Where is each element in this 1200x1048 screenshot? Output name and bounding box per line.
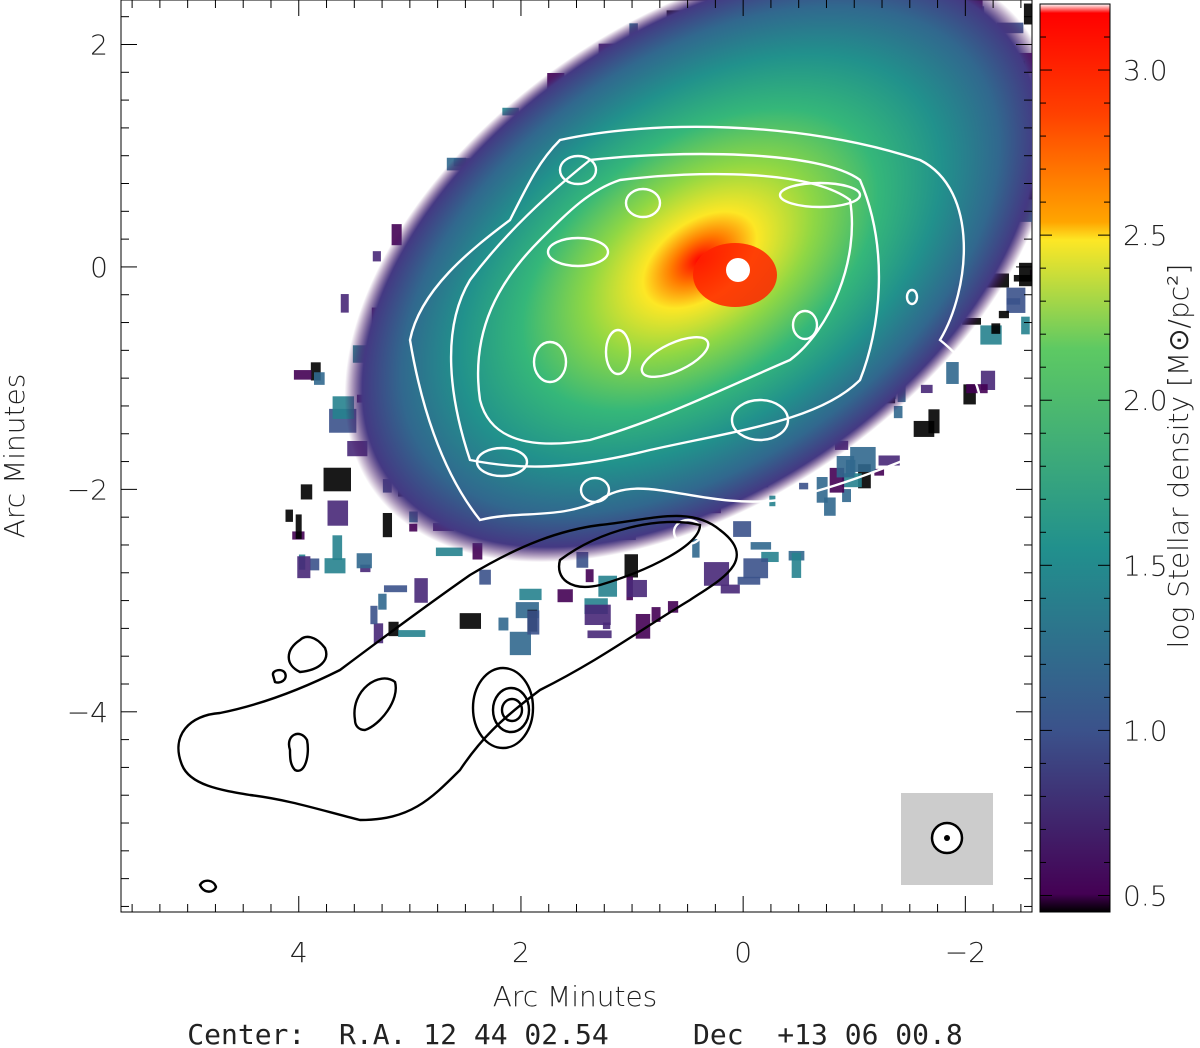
speckle [842,489,851,503]
speckle [1006,298,1021,305]
speckle [598,575,618,597]
y-axis-title: Arc Minutes [0,374,31,539]
speckle [587,630,612,639]
speckle [737,576,761,585]
speckle [313,372,325,385]
speckle [761,551,779,563]
speckle [295,514,302,539]
y-tick-label: −4 [67,696,108,729]
speckle [356,553,372,569]
density-map [177,0,1032,893]
colorbar-ticks: 0.5 1.0 1.5 2.0 2.5 3.0 [1040,36,1168,912]
colorbar-tick-label: 2.0 [1123,384,1168,417]
speckle [309,558,320,571]
speckle [720,584,740,594]
speckle [360,564,371,573]
speckle [372,251,381,262]
speckle [300,484,313,500]
speckle [527,610,540,635]
speckle [733,521,752,537]
axis-tick-labels: 4 2 0 −2 2 0 −2 −4 [67,28,986,969]
speckle [703,562,730,586]
colorbar [1039,3,1111,913]
speckle [285,509,293,522]
speckle [893,405,903,419]
speckle [576,551,589,568]
x-tick-label: 0 [734,936,752,969]
beam-inset [901,793,993,885]
speckle [928,409,940,434]
axis-ticks [121,0,1032,912]
speckle [874,468,885,476]
speckle [459,613,482,629]
speckle [743,558,769,579]
speckle [323,467,351,492]
speckle [920,384,933,394]
speckle [750,542,772,550]
speckle [991,323,1001,334]
speckle [557,589,573,603]
core-hole [726,258,750,282]
colorbar-label: log Stellar density [M⊙/pc²] [1162,264,1195,649]
speckle [585,569,594,583]
colorbar-tick-label: 3.0 [1123,54,1168,87]
speckle [332,535,343,561]
speckle [327,500,349,526]
speckle [799,482,809,490]
speckle [1019,262,1032,287]
speckle [878,455,900,466]
speckle [584,604,611,626]
speckle [373,623,384,644]
speckle [310,362,321,381]
colorbar-tick-label: 1.5 [1123,549,1168,582]
colorbar-tick-label: 2.5 [1123,219,1168,252]
speckle [791,552,802,578]
speckle [498,617,509,631]
speckle [293,370,312,380]
speckle [398,630,426,637]
speckle [382,512,393,538]
speckle [692,539,700,558]
speckle [340,294,349,313]
colorbar-tick-label: 1.0 [1123,714,1168,747]
y-tick-label: −2 [67,473,108,506]
y-tick-label: 0 [90,251,108,284]
speckle [1023,3,1032,25]
speckle [626,579,647,598]
speckle [324,558,346,574]
speckle [383,585,408,593]
colorbar-label-unit: M⊙/pc² [1162,275,1195,376]
speckle [850,446,876,472]
speckle [378,593,387,610]
colorbar-tick-label: 0.5 [1123,879,1168,912]
colorbar-label-main: log Stellar density [1162,396,1195,648]
speckle [435,547,463,557]
speckle [509,631,531,656]
x-tick-label: 4 [290,936,308,969]
speckle [297,556,311,579]
speckle [602,622,611,630]
x-tick-label: −2 [945,936,986,969]
speckle [414,578,428,603]
speckle [651,607,661,622]
speckle [624,554,638,578]
black-contours [177,514,738,893]
speckle [946,362,959,384]
speckle [667,601,679,613]
speckle [519,588,542,601]
speckle [1021,316,1030,335]
speckle [479,569,491,585]
speckle [836,455,855,478]
x-axis-title: Arc Minutes [493,980,658,1013]
speckle [824,497,836,516]
speckle [391,224,402,246]
center-coordinates: Center: R.A. 12 44 02.54 Dec +13 06 00.8 [187,1018,962,1048]
speckle [998,310,1009,319]
y-tick-label: 2 [90,28,108,61]
speckle [370,605,378,625]
white-contours [408,125,982,546]
x-tick-label: 2 [512,936,530,969]
